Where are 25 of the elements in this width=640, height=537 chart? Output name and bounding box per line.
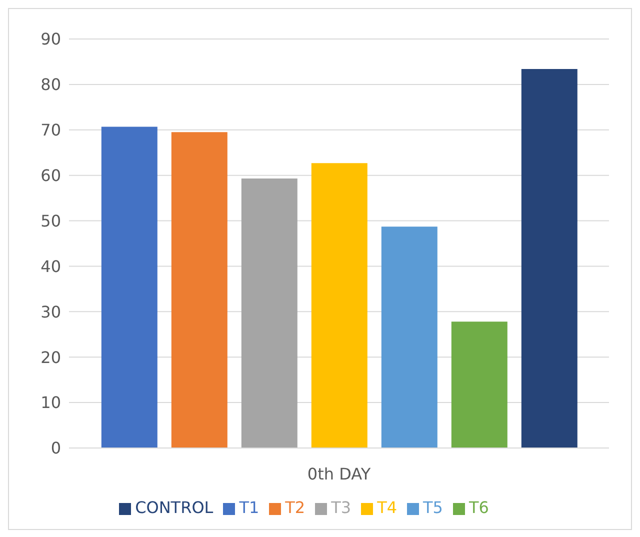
bar [311,163,368,448]
x-tick-label: 0th DAY [307,464,371,484]
bar [101,126,158,448]
bar [381,226,438,448]
y-tick-label: 0 [50,438,61,458]
legend-label: T3 [331,498,352,517]
y-tick-label: 50 [40,211,61,230]
y-tick-label: 20 [40,348,61,367]
y-tick-label: 90 [40,30,61,49]
y-tick-label: 80 [40,75,61,94]
y-tick-label: 40 [40,256,61,276]
y-tick-label: 70 [40,120,61,140]
y-tick-label: 10 [40,393,61,412]
legend-label: T5 [423,498,443,517]
legend-label: CONTROL [135,498,214,517]
legend-label: T2 [285,498,306,517]
y-tick-label: 30 [40,302,61,322]
legend-label: T4 [377,498,398,517]
legend-label: T1 [239,498,260,517]
bar [171,132,228,448]
y-tick-label: 60 [40,166,61,186]
bar [451,322,508,448]
bar [521,68,578,448]
bar [241,178,298,448]
legend-label: T6 [468,498,489,517]
